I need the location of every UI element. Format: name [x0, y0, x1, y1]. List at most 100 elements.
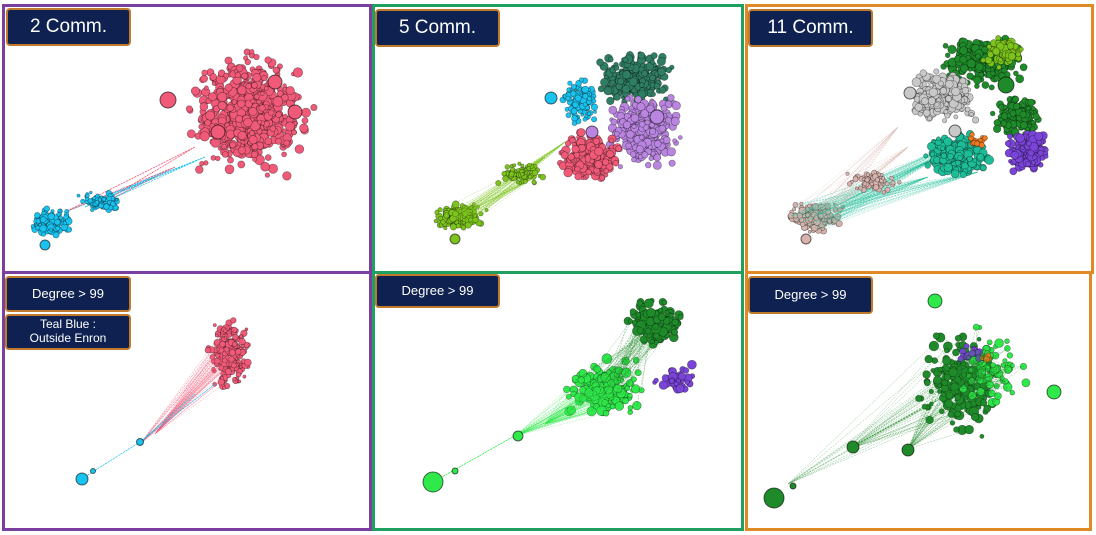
network-node	[1024, 160, 1032, 168]
network-node	[629, 308, 637, 315]
network-graph-11-communities	[787, 34, 1049, 245]
network-node	[937, 80, 944, 87]
network-edge	[139, 329, 233, 445]
network-node	[874, 177, 880, 183]
network-edge	[514, 384, 615, 437]
network-node	[264, 172, 271, 178]
network-hub-node	[75, 472, 89, 486]
network-node	[591, 98, 597, 104]
network-node	[1012, 95, 1020, 103]
network-node	[231, 326, 238, 334]
network-node	[884, 186, 891, 193]
network-node	[236, 64, 244, 72]
network-edge	[588, 322, 655, 400]
legend-note: Teal Blue : Outside Enron	[5, 314, 131, 350]
network-node	[613, 65, 620, 71]
network-node	[243, 117, 253, 128]
network-node	[976, 153, 985, 161]
network-node	[645, 62, 655, 71]
network-node	[635, 145, 644, 154]
network-node	[572, 101, 579, 109]
network-node	[650, 91, 656, 97]
panel-label: Degree > 99	[5, 276, 131, 312]
network-edge	[514, 401, 603, 437]
network-hub-node	[267, 74, 283, 90]
network-node	[987, 51, 994, 59]
network-edge	[139, 383, 216, 443]
network-edge	[791, 126, 899, 212]
network-node	[581, 85, 590, 94]
network-edge	[466, 141, 566, 221]
network-node	[609, 138, 615, 144]
network-node	[58, 215, 63, 220]
network-node	[30, 224, 35, 229]
network-node	[862, 181, 868, 186]
network-node	[224, 164, 235, 175]
network-edge	[514, 412, 607, 437]
network-node	[653, 377, 659, 383]
network-node	[981, 46, 989, 54]
network-node	[564, 140, 572, 147]
network-edge	[811, 156, 939, 212]
network-node	[972, 158, 978, 163]
network-edge	[827, 126, 899, 214]
network-node	[103, 203, 110, 210]
network-node	[443, 226, 448, 231]
network-node	[185, 105, 193, 113]
network-node	[199, 161, 205, 167]
network-node	[210, 155, 217, 161]
network-node	[627, 392, 633, 399]
network-node	[942, 42, 949, 49]
network-node	[1006, 42, 1015, 50]
network-node	[539, 173, 547, 181]
network-node	[190, 86, 200, 96]
network-hub-node	[39, 239, 51, 251]
network-node	[285, 121, 295, 132]
network-node	[241, 72, 248, 80]
network-node	[687, 359, 697, 370]
network-node	[245, 83, 252, 90]
network-edge	[544, 389, 568, 425]
network-node	[301, 117, 309, 124]
network-node	[242, 374, 247, 379]
network-node	[110, 201, 116, 207]
network-node	[244, 58, 252, 66]
network-node	[927, 96, 936, 105]
network-node	[248, 135, 258, 145]
network-node	[1004, 345, 1011, 352]
network-edge	[514, 394, 623, 437]
network-node	[1013, 70, 1019, 77]
network-edge	[822, 126, 899, 208]
network-edge	[64, 166, 176, 213]
network-node	[792, 207, 797, 212]
network-node	[594, 146, 604, 157]
network-node	[612, 159, 620, 167]
network-node	[607, 56, 614, 63]
network-node	[1002, 104, 1008, 110]
network-node	[1019, 110, 1027, 119]
network-node	[198, 123, 205, 130]
network-node	[940, 152, 948, 160]
network-node	[214, 333, 219, 338]
network-node	[932, 332, 940, 340]
network-node	[682, 367, 690, 374]
network-node	[560, 151, 569, 160]
network-node	[526, 166, 532, 171]
network-edge	[804, 146, 909, 222]
network-edge	[586, 326, 654, 379]
network-node	[897, 180, 902, 185]
network-edge	[514, 375, 589, 437]
network-edge	[464, 156, 546, 212]
network-edge	[608, 320, 629, 389]
network-edge	[514, 388, 618, 437]
network-node	[865, 172, 870, 177]
network-node	[269, 125, 276, 132]
network-node	[217, 101, 227, 111]
network-node	[993, 75, 1000, 82]
network-node	[976, 336, 982, 342]
network-node	[292, 67, 304, 78]
network-node	[260, 161, 270, 172]
network-node	[652, 160, 662, 170]
network-node	[576, 128, 586, 137]
network-node	[582, 102, 588, 107]
